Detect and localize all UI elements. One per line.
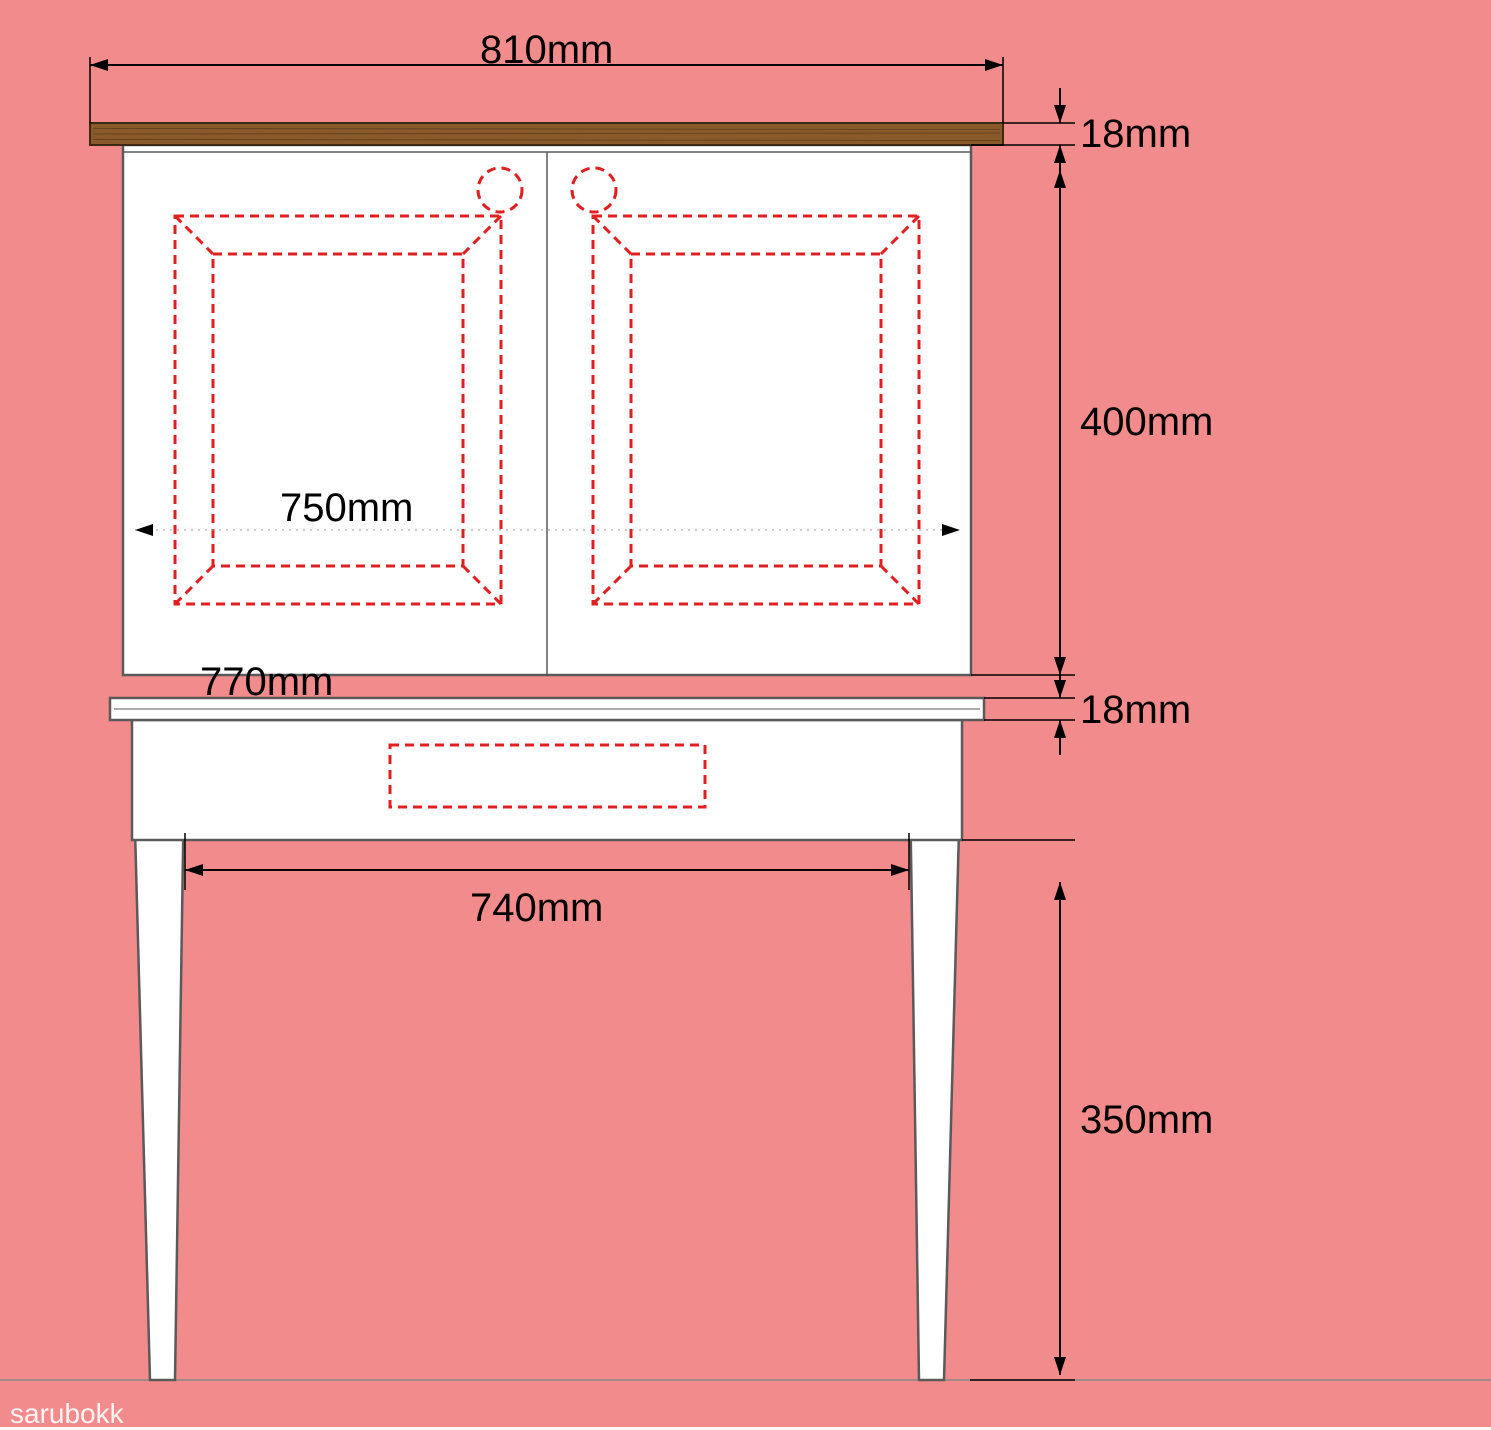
dim-label-18-top: 18mm (1080, 112, 1191, 157)
dim-label-740: 740mm (470, 886, 603, 931)
dim-label-750: 750mm (280, 486, 413, 531)
diagram-stage: 810mm 750mm 770mm 740mm 18mm 400mm 18mm … (0, 0, 1491, 1427)
dim-label-350: 350mm (1080, 1098, 1213, 1143)
dim-label-18-mid: 18mm (1080, 688, 1191, 733)
dim-label-810: 810mm (480, 28, 613, 73)
dim-label-400: 400mm (1080, 400, 1213, 445)
credit-text: sarubokk (10, 1398, 124, 1430)
dim-label-770: 770mm (200, 660, 333, 705)
cabinet-diagram-svg (0, 0, 1491, 1427)
